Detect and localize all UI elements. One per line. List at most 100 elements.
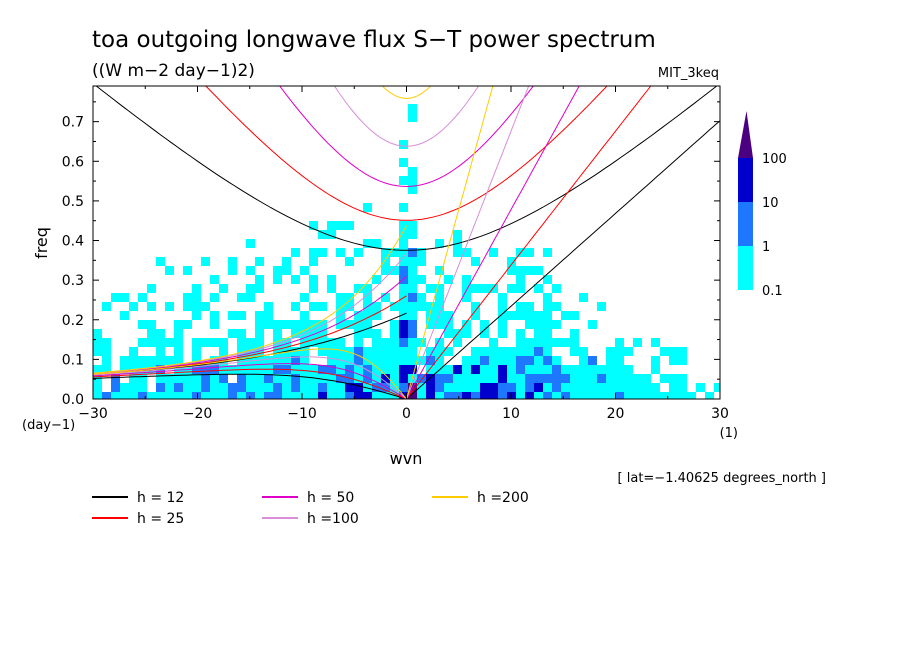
spectrum-cell xyxy=(165,302,174,311)
spectrum-cell xyxy=(246,338,255,347)
spectrum-cell xyxy=(255,275,264,284)
spectrum-cell xyxy=(138,392,147,399)
spectrum-cell xyxy=(174,347,183,356)
spectrum-cell xyxy=(462,365,471,374)
spectrum-cell xyxy=(174,383,183,392)
spectrum-cell xyxy=(435,356,444,365)
spectrum-cell xyxy=(273,356,282,365)
spectrum-cell xyxy=(381,248,390,257)
spectrum-cell xyxy=(471,347,480,356)
spectrum-cell xyxy=(300,320,309,329)
spectrum-cell xyxy=(498,320,507,329)
spectrum-cell xyxy=(210,293,219,302)
spectrum-cell xyxy=(534,284,543,293)
spectrum-cell xyxy=(318,302,327,311)
spectrum-cell xyxy=(291,320,300,329)
spectrum-cell xyxy=(120,293,129,302)
y-tick-label: 0.2 xyxy=(62,313,84,329)
spectrum-cell xyxy=(579,365,588,374)
spectrum-cell xyxy=(93,365,102,374)
spectrum-cell xyxy=(363,293,372,302)
spectrum-cell xyxy=(129,392,138,399)
spectrum-cell xyxy=(453,365,462,374)
spectrum-cell xyxy=(363,329,372,338)
spectrum-cell xyxy=(471,284,480,293)
spectrum-cell xyxy=(345,257,354,266)
spectrum-cell xyxy=(291,248,300,257)
spectrum-cell xyxy=(525,266,534,275)
spectrum-cell xyxy=(372,275,381,284)
spectrum-cell xyxy=(309,221,318,230)
spectrum-cell xyxy=(327,347,336,356)
spectrum-cell xyxy=(309,275,318,284)
colorbar-swatch xyxy=(738,158,753,202)
spectrum-cell xyxy=(363,347,372,356)
spectrum-cell xyxy=(138,374,147,383)
spectrum-cell xyxy=(543,338,552,347)
spectrum-cell xyxy=(246,266,255,275)
spectrum-cell xyxy=(705,392,714,399)
spectrum-cell xyxy=(525,248,534,257)
spectrum-cell xyxy=(291,365,300,374)
spectrum-cell xyxy=(570,311,579,320)
spectrum-cell xyxy=(174,356,183,365)
spectrum-cell xyxy=(345,302,354,311)
spectrum-cell xyxy=(273,329,282,338)
spectrum-cell xyxy=(408,167,417,176)
spectrum-cell xyxy=(183,374,192,383)
spectrum-cell xyxy=(309,365,318,374)
spectrum-cell xyxy=(399,338,408,347)
spectrum-cell xyxy=(498,356,507,365)
spectrum-cell xyxy=(651,338,660,347)
spectrum-cell xyxy=(345,392,354,399)
spectrum-cell xyxy=(381,266,390,275)
spectrum-cell xyxy=(435,284,444,293)
spectrum-cell xyxy=(516,374,525,383)
colorbar-arrow xyxy=(738,111,753,158)
spectrum-cell xyxy=(408,104,417,113)
spectrum-cell xyxy=(543,302,552,311)
ig-wave-curve xyxy=(95,86,718,251)
spectrum-cell xyxy=(363,365,372,374)
spectrum-cell xyxy=(219,392,228,399)
spectrum-cell xyxy=(210,383,219,392)
spectrum-cell xyxy=(246,239,255,248)
spectrum-cell xyxy=(426,392,435,399)
spectrum-cell xyxy=(300,266,309,275)
spectrum-cell xyxy=(408,302,417,311)
spectrum-cell xyxy=(390,338,399,347)
spectrum-cell xyxy=(534,320,543,329)
spectrum-cell xyxy=(399,230,408,239)
spectrum-cell xyxy=(543,365,552,374)
spectrum-cell xyxy=(381,374,390,383)
spectrum-cell xyxy=(534,347,543,356)
rossby-curve xyxy=(93,373,407,399)
spectrum-cell xyxy=(525,383,534,392)
spectrum-cell xyxy=(426,365,435,374)
spectrum-cell xyxy=(453,383,462,392)
spectrum-cell xyxy=(408,365,417,374)
spectrum-cell xyxy=(300,374,309,383)
spectrum-cell xyxy=(291,383,300,392)
spectrum-cell xyxy=(237,329,246,338)
spectrum-cell xyxy=(390,356,399,365)
spectrum-cell xyxy=(309,383,318,392)
spectrum-cell xyxy=(516,275,525,284)
spectrum-cell xyxy=(525,347,534,356)
spectrum-cell xyxy=(390,365,399,374)
spectrum-cell xyxy=(102,365,111,374)
spectrum-cell xyxy=(192,383,201,392)
spectrum-cell xyxy=(633,338,642,347)
kelvin-curve xyxy=(406,86,530,399)
spectrum-cell xyxy=(642,392,651,399)
spectrum-cell xyxy=(534,374,543,383)
spectrum-cell xyxy=(372,338,381,347)
spectrum-cell xyxy=(534,383,543,392)
spectrum-cell xyxy=(192,293,201,302)
spectrum-cell xyxy=(336,248,345,257)
spectrum-cell xyxy=(237,383,246,392)
spectrum-cell xyxy=(543,311,552,320)
spectrum-cell xyxy=(219,284,228,293)
spectrum-cell xyxy=(327,356,336,365)
spectrum-cell xyxy=(435,374,444,383)
